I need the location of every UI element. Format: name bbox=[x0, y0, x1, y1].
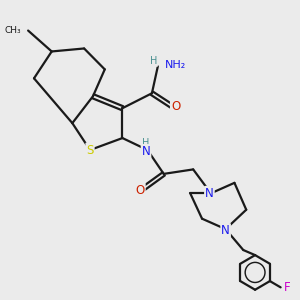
Text: CH₃: CH₃ bbox=[4, 26, 21, 35]
Text: N: N bbox=[142, 145, 150, 158]
Text: N: N bbox=[205, 187, 214, 200]
Text: NH₂: NH₂ bbox=[165, 60, 186, 70]
Text: S: S bbox=[86, 143, 94, 157]
Text: F: F bbox=[284, 281, 291, 294]
Text: H: H bbox=[150, 56, 157, 66]
Text: N: N bbox=[221, 224, 230, 237]
Text: H: H bbox=[142, 138, 150, 148]
Text: O: O bbox=[136, 184, 145, 197]
Text: O: O bbox=[171, 100, 180, 113]
